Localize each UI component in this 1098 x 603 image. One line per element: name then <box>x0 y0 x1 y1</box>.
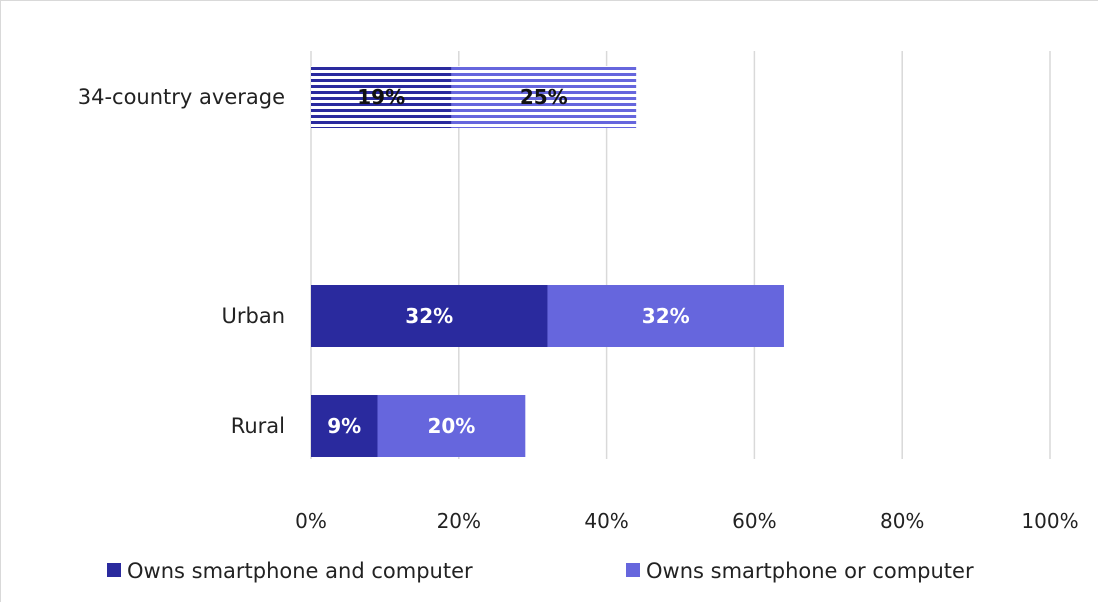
bar-2-series-1 <box>377 395 526 457</box>
x-tick-label-60: 60% <box>732 509 776 533</box>
bar-2-series-0 <box>311 395 378 457</box>
category-label-1: Urban <box>221 304 285 328</box>
data-label-1-series-1: 32% <box>642 304 690 328</box>
bar-1-series-0 <box>311 285 548 347</box>
data-label-0-series-1: 25% <box>520 85 568 109</box>
data-label-0-series-0: 19% <box>357 85 405 109</box>
bar-1-series-1 <box>547 285 784 347</box>
category-label-2: Rural <box>231 414 285 438</box>
category-label-0: 34-country average <box>78 85 285 109</box>
x-tick-label-20: 20% <box>437 509 481 533</box>
x-axis-tick-labels: 0% 20% 40% 60% 80% 100% <box>295 509 1078 533</box>
legend-label-0: Owns smartphone and computer <box>127 559 473 583</box>
x-tick-label-100: 100% <box>1021 509 1078 533</box>
bars: 19% 25% 32% 32% 9% 20% <box>311 66 784 457</box>
x-tick-label-0: 0% <box>295 509 327 533</box>
data-label-2-series-0: 9% <box>327 414 361 438</box>
legend-label-1: Owns smartphone or computer <box>646 559 974 583</box>
bar-0-series-1 <box>451 66 637 128</box>
x-tick-label-40: 40% <box>584 509 628 533</box>
data-label-1-series-0: 32% <box>405 304 453 328</box>
legend-swatch-1 <box>626 563 640 577</box>
x-tick-label-80: 80% <box>880 509 924 533</box>
data-label-2-series-1: 20% <box>427 414 475 438</box>
legend-swatch-0 <box>107 563 121 577</box>
category-labels: 34-country average Urban Rural <box>78 85 285 438</box>
bar-0-series-0 <box>311 66 452 128</box>
legend: Owns smartphone and computer Owns smartph… <box>107 559 974 583</box>
